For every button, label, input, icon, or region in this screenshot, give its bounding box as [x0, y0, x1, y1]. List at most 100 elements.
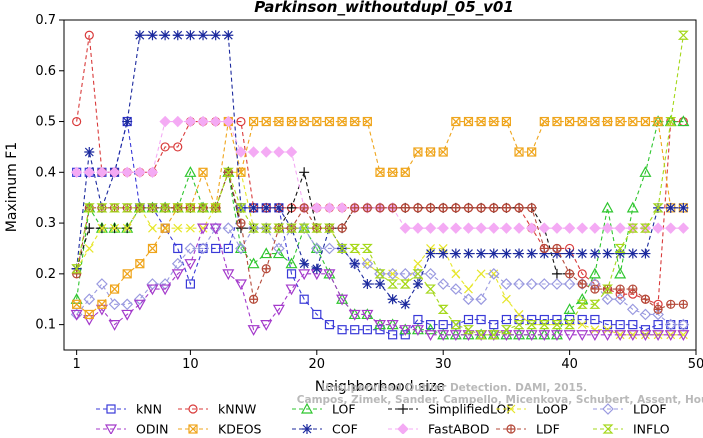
data-point-ldof	[361, 257, 374, 270]
legend-swatch-marker	[104, 424, 118, 436]
marker-shape	[362, 117, 372, 126]
marker-shape	[462, 330, 475, 342]
data-point-knnw	[160, 142, 170, 152]
marker-shape	[450, 248, 461, 259]
data-point-inflo	[475, 330, 487, 340]
data-point-odin	[184, 259, 197, 270]
data-point-cof	[615, 248, 626, 259]
marker-shape	[665, 202, 676, 213]
data-point-loop	[590, 325, 600, 335]
data-point-fastabod	[197, 115, 209, 128]
marker-shape	[514, 147, 524, 157]
series-ldof	[70, 222, 690, 331]
data-point-fastabod	[538, 222, 551, 234]
x-tick-label: 1	[72, 357, 80, 372]
data-point-lof	[310, 242, 323, 254]
marker-shape	[628, 116, 638, 127]
marker-shape	[451, 116, 461, 127]
data-point-ldof	[462, 293, 475, 306]
data-point-cof	[198, 30, 209, 41]
marker-shape	[108, 298, 121, 311]
marker-shape	[500, 222, 513, 234]
marker-shape	[160, 142, 170, 152]
data-point-cof	[488, 248, 499, 259]
data-point-ldf	[425, 203, 436, 213]
data-point-kdeos	[109, 284, 120, 294]
marker-shape	[337, 117, 347, 126]
data-point-cof	[387, 294, 398, 305]
data-point-ldof	[83, 293, 96, 306]
marker-shape	[133, 299, 146, 311]
series-layer	[70, 30, 690, 342]
data-point-fastabod	[222, 115, 235, 128]
data-point-inflo	[134, 203, 146, 213]
x-axis: 1 10 20 30 40 50	[72, 350, 703, 372]
data-point-inflo	[576, 299, 588, 309]
data-point-lof	[677, 115, 690, 127]
legend-item-loop: LoOP	[496, 402, 568, 417]
marker-shape	[489, 320, 499, 330]
data-point-kdeos	[337, 116, 347, 127]
data-point-kdeos	[590, 116, 600, 127]
data-point-cof	[362, 279, 373, 289]
marker-shape	[601, 201, 614, 213]
data-point-knn	[299, 294, 309, 304]
marker-shape	[388, 167, 398, 177]
marker-shape	[588, 330, 601, 342]
marker-shape	[552, 244, 561, 253]
marker-shape	[590, 116, 600, 127]
marker-shape	[590, 117, 600, 126]
marker-shape	[551, 248, 562, 259]
marker-shape	[363, 203, 372, 212]
marker-shape	[185, 30, 196, 41]
marker-shape	[287, 117, 296, 126]
marker-shape	[235, 203, 247, 213]
marker-shape	[666, 300, 675, 309]
data-point-kdeos	[451, 116, 461, 127]
data-point-inflo	[450, 320, 462, 330]
data-point-inflo	[286, 223, 297, 233]
data-point-kdeos	[350, 116, 360, 127]
marker-shape	[527, 147, 537, 157]
data-point-ldf	[476, 203, 486, 213]
marker-shape	[197, 223, 210, 235]
marker-shape	[577, 116, 587, 127]
marker-shape	[160, 223, 170, 233]
marker-shape	[285, 257, 298, 269]
data-point-ldf	[249, 294, 259, 304]
data-point-knn	[628, 320, 638, 330]
data-point-knn	[527, 314, 537, 325]
marker-shape	[273, 242, 285, 255]
legend-label-cof: COF	[332, 422, 358, 435]
data-point-cof	[134, 30, 145, 41]
marker-shape	[110, 284, 119, 294]
data-point-loop	[464, 284, 473, 294]
data-point-fastabod	[665, 222, 677, 234]
marker-shape	[666, 330, 676, 340]
data-point-knn	[286, 269, 297, 279]
data-point-inflo	[399, 279, 411, 289]
data-point-odin	[159, 284, 172, 296]
legend-item-ldof: LDOF	[593, 402, 667, 417]
data-point-inflo	[349, 243, 361, 254]
marker-shape	[564, 320, 576, 330]
data-point-kdeos	[527, 147, 537, 157]
marker-shape	[361, 257, 374, 270]
data-point-cof	[463, 248, 474, 259]
marker-shape	[539, 117, 549, 126]
data-point-odin	[525, 330, 538, 342]
marker-shape	[475, 330, 487, 340]
marker-shape	[449, 283, 462, 295]
data-point-cof	[602, 248, 613, 259]
legend-label-odin: ODIN	[136, 422, 169, 435]
marker-shape	[424, 267, 437, 280]
data-point-loop	[84, 244, 94, 253]
marker-shape	[286, 269, 297, 279]
marker-shape	[70, 309, 83, 321]
marker-shape	[487, 267, 500, 280]
marker-shape	[615, 117, 625, 126]
legend-label-lof: LOF	[332, 402, 356, 417]
marker-shape	[589, 299, 601, 309]
marker-shape	[184, 259, 197, 270]
marker-shape	[122, 269, 132, 279]
